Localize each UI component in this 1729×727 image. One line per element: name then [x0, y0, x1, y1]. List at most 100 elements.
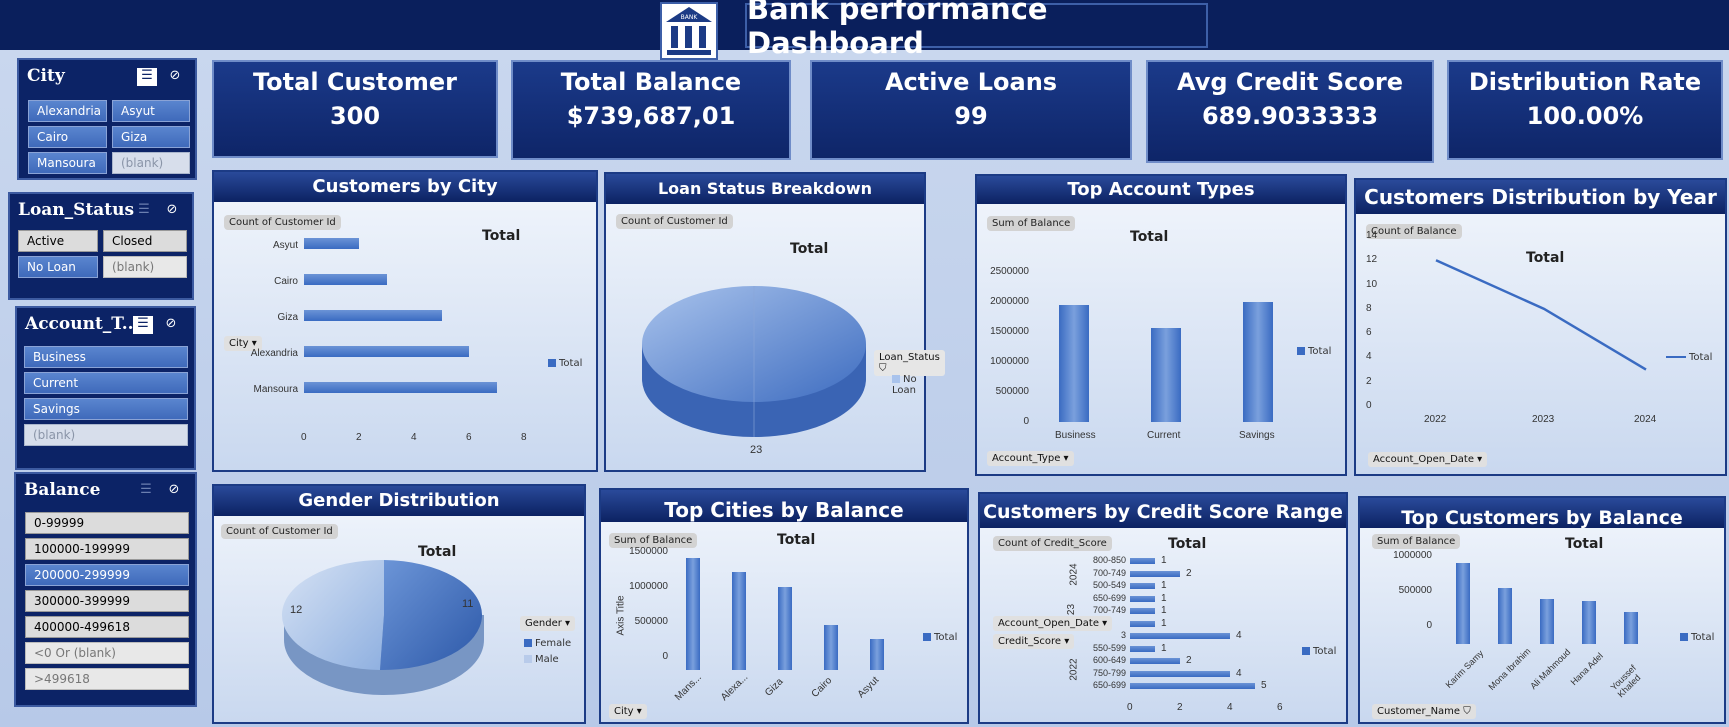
- city-dropdown[interactable]: City ▾: [609, 704, 647, 719]
- credit-score-dropdown[interactable]: Credit_Score ▾: [993, 634, 1075, 649]
- category-label: 750-799: [1092, 667, 1126, 678]
- chart-credit-score-range[interactable]: Customers by Credit Score Range Count of…: [978, 492, 1348, 724]
- clear-filter-icon[interactable]: ⊘: [169, 68, 181, 83]
- field-tag[interactable]: Sum of Balance: [987, 216, 1076, 231]
- field-tag[interactable]: Count of Credit_Score: [993, 536, 1112, 551]
- slicer-item[interactable]: No Loan: [18, 256, 98, 278]
- tick-label: 500000: [1398, 585, 1432, 596]
- bar: [1130, 670, 1230, 677]
- dropdown-label: City: [614, 706, 634, 717]
- category-label: 500-549: [1092, 580, 1126, 590]
- clear-filter-icon[interactable]: ⊘: [165, 316, 177, 331]
- slicer-city: City ☰ ⊘ Alexandria Asyut Cairo Giza Man…: [17, 58, 197, 180]
- slicer-item[interactable]: Asyut: [112, 100, 190, 122]
- field-tag[interactable]: Sum of Balance: [609, 533, 698, 548]
- multi-select-icon[interactable]: ☰: [140, 482, 152, 497]
- bar: [1243, 302, 1273, 422]
- category-label: Mans...: [672, 672, 704, 703]
- tick-label: 0: [1023, 416, 1029, 427]
- bar: [732, 572, 746, 670]
- kpi-title: Distribution Rate: [1468, 68, 1702, 96]
- slicer-item[interactable]: Active: [18, 230, 98, 252]
- slicer-item[interactable]: >499618: [25, 668, 189, 690]
- tick-label: 2022: [1424, 414, 1447, 425]
- slicer-item[interactable]: <0 Or (blank): [25, 642, 189, 664]
- chart-top-cities-by-balance[interactable]: Top Cities by Balance Sum of Balance Tot…: [599, 488, 969, 724]
- chart-top-account-types[interactable]: Top Account Types Sum of Balance Total T…: [975, 174, 1347, 476]
- kpi-active-loans: Active Loans 99: [810, 60, 1132, 160]
- data-label: 2: [1186, 655, 1192, 666]
- slicer-item[interactable]: Current: [24, 372, 188, 394]
- open-date-dropdown[interactable]: Account_Open_Date ▾: [993, 616, 1113, 631]
- slicer-item[interactable]: Giza: [112, 126, 190, 148]
- chart-title: Gender Distribution: [214, 486, 584, 516]
- category-label: 650-699: [1092, 680, 1126, 690]
- category-label: Asyut: [855, 674, 882, 701]
- category-label: Cairo: [809, 675, 835, 700]
- chart-legend: Total: [1297, 346, 1331, 357]
- slicer-item[interactable]: 400000-499618: [25, 616, 189, 638]
- chart-top-customers-by-balance[interactable]: Top Customers by Balance Sum of Balance …: [1358, 496, 1726, 724]
- slicer-item[interactable]: 0-99999: [25, 512, 189, 534]
- slicer-item[interactable]: 100000-199999: [25, 538, 189, 560]
- field-tag[interactable]: Count of Customer Id: [616, 214, 733, 229]
- legend-label: Total: [1689, 352, 1713, 363]
- tick-label: 2: [1366, 375, 1372, 387]
- slicer-item[interactable]: (blank): [112, 152, 190, 174]
- tick-label: 12: [1366, 254, 1378, 266]
- slicer-item[interactable]: 200000-299999: [25, 564, 189, 586]
- field-tag[interactable]: Count of Customer Id: [221, 524, 338, 539]
- bar: [1130, 658, 1180, 664]
- clear-filter-icon[interactable]: ⊘: [168, 482, 180, 497]
- data-label: 2: [1186, 567, 1192, 579]
- gender-dropdown[interactable]: Gender ▾: [520, 616, 576, 631]
- chart-loan-status[interactable]: Loan Status Breakdown Count of Customer …: [604, 172, 945, 472]
- multi-select-icon[interactable]: ☰: [138, 202, 150, 217]
- open-date-dropdown[interactable]: Account_Open_Date ▾: [1368, 452, 1488, 467]
- clear-filter-icon[interactable]: ⊘: [166, 202, 178, 217]
- loan-status-filter[interactable]: Loan_Status ⛉: [874, 350, 945, 376]
- dropdown-label: Credit_Score: [998, 636, 1062, 647]
- category-label: Current: [1147, 430, 1181, 441]
- slicer-item[interactable]: 300000-399999: [25, 590, 189, 612]
- slicer-item[interactable]: Cairo: [28, 126, 107, 148]
- tick-label: 0: [662, 651, 668, 662]
- category-label: Alexandria: [250, 348, 298, 359]
- slicer-item[interactable]: (blank): [24, 424, 188, 446]
- dropdown-label: Account_Open_Date: [1373, 454, 1474, 465]
- field-tag[interactable]: Count of Customer Id: [224, 215, 341, 230]
- customer-name-filter[interactable]: Customer_Name ⛉: [1372, 704, 1476, 719]
- category-label: 600-649: [1092, 655, 1126, 665]
- multi-select-icon[interactable]: ☰: [133, 316, 153, 334]
- chart-gender-distribution[interactable]: Gender Distribution Count of Customer Id…: [212, 484, 586, 724]
- multi-select-icon[interactable]: ☰: [137, 68, 157, 86]
- bar: [304, 346, 469, 357]
- account-type-dropdown[interactable]: Account_Type ▾: [987, 451, 1074, 466]
- category-label: Savings: [1239, 430, 1275, 441]
- chart-customers-by-city[interactable]: Customers by City Count of Customer Id T…: [212, 170, 598, 472]
- slicer-item[interactable]: Business: [24, 346, 188, 368]
- bar: [1130, 570, 1180, 577]
- chart-title: Top Customers by Balance: [1360, 498, 1724, 529]
- category-label: Hana Adel: [1568, 650, 1605, 688]
- tick-label: 500000: [634, 616, 668, 627]
- category-label: Asyut: [272, 240, 298, 251]
- bar: [1130, 595, 1155, 602]
- field-tag[interactable]: Sum of Balance: [1372, 534, 1461, 549]
- chart-total-label: Total: [777, 532, 816, 548]
- dropdown-label: Loan_Status: [879, 352, 940, 363]
- city-dropdown[interactable]: City ▾: [224, 336, 262, 351]
- slicer-item[interactable]: Savings: [24, 398, 188, 420]
- tick-label: 4: [411, 432, 417, 443]
- category-label: Business: [1055, 430, 1096, 441]
- chart-customers-by-year[interactable]: Customers Distribution by Year Count of …: [1354, 178, 1727, 476]
- slicer-title: Loan_Status: [18, 200, 135, 220]
- year-label: 23: [1066, 603, 1078, 616]
- slicer-item[interactable]: Closed: [103, 230, 187, 252]
- slicer-item[interactable]: Alexandria: [28, 100, 107, 122]
- category-label: Mona Ibrahim: [1486, 646, 1533, 692]
- slicer-item[interactable]: (blank): [103, 256, 187, 278]
- bar: [1498, 588, 1512, 644]
- slicer-item[interactable]: Mansoura: [28, 152, 107, 174]
- field-tag[interactable]: Count of Balance: [1366, 224, 1462, 239]
